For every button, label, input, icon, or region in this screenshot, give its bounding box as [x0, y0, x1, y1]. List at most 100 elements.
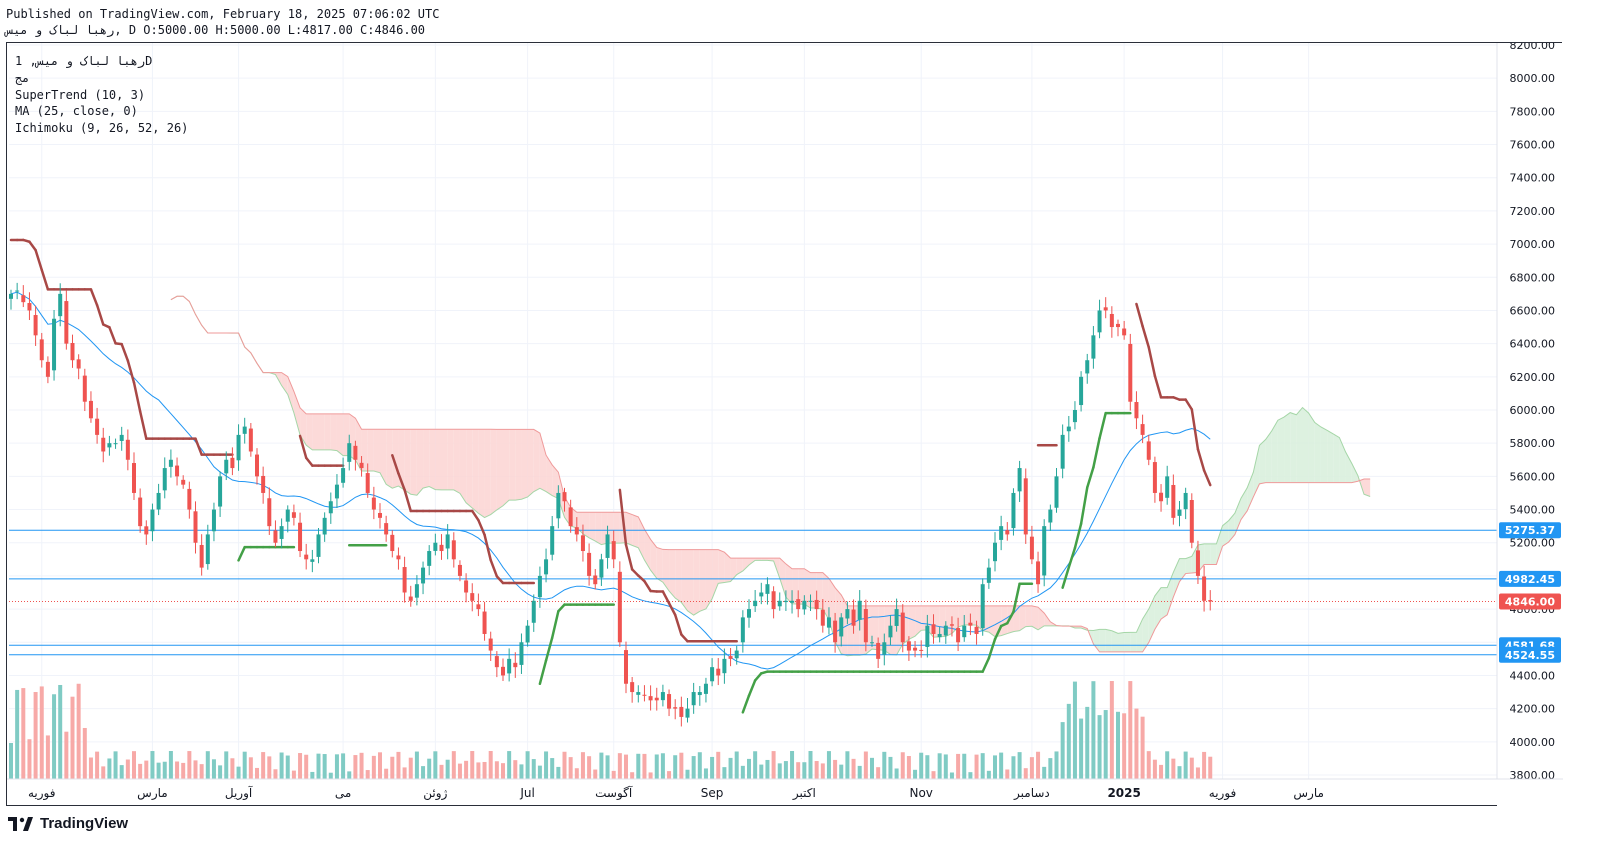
candle-body[interactable]: [224, 459, 229, 474]
candle-body[interactable]: [759, 592, 764, 597]
candle-body[interactable]: [501, 666, 505, 676]
candle-body[interactable]: [888, 625, 893, 638]
candle-body[interactable]: [457, 564, 462, 576]
candle-body[interactable]: [427, 551, 432, 566]
chart-frame[interactable]: 3800.004000.004200.004400.004600.004800.…: [6, 42, 1563, 807]
candle-body[interactable]: [205, 534, 210, 565]
candle-body[interactable]: [9, 293, 13, 299]
candle-body[interactable]: [470, 593, 475, 601]
candle-body[interactable]: [642, 694, 647, 696]
candle-body[interactable]: [316, 534, 321, 557]
candle-body[interactable]: [384, 523, 389, 535]
candle-body[interactable]: [396, 555, 401, 560]
candle-body[interactable]: [1202, 576, 1207, 601]
candle-body[interactable]: [900, 612, 905, 643]
candle-body[interactable]: [993, 542, 997, 562]
candle-body[interactable]: [156, 492, 161, 510]
candle-body[interactable]: [1183, 492, 1188, 510]
candle-body[interactable]: [728, 656, 733, 659]
candle-body[interactable]: [181, 479, 186, 485]
candle-body[interactable]: [175, 465, 180, 477]
candle-body[interactable]: [1128, 343, 1133, 402]
candle-body[interactable]: [550, 526, 555, 555]
candle-body[interactable]: [507, 658, 512, 674]
candle-body[interactable]: [710, 667, 715, 682]
candle-body[interactable]: [1079, 376, 1084, 406]
candle-body[interactable]: [1165, 476, 1170, 498]
candle-body[interactable]: [378, 512, 382, 518]
candle-body[interactable]: [70, 342, 75, 361]
candle-body[interactable]: [531, 600, 536, 623]
price-chart[interactable]: 3800.004000.004200.004400.004600.004800.…: [7, 43, 1563, 807]
candle-body[interactable]: [599, 559, 604, 578]
tradingview-logo[interactable]: TradingView: [8, 815, 128, 832]
candle-body[interactable]: [162, 468, 167, 491]
candle-body[interactable]: [1023, 478, 1028, 535]
candle-body[interactable]: [347, 443, 352, 462]
candle-body[interactable]: [753, 600, 758, 607]
candle-body[interactable]: [882, 642, 887, 655]
candle-body[interactable]: [574, 527, 579, 535]
candle-body[interactable]: [587, 552, 592, 576]
candle-body[interactable]: [814, 599, 819, 610]
candle-body[interactable]: [88, 400, 93, 419]
candle-body[interactable]: [113, 443, 118, 445]
candle-body[interactable]: [1017, 468, 1022, 492]
candle-body[interactable]: [273, 530, 278, 543]
candle-body[interactable]: [660, 692, 665, 701]
candle-body[interactable]: [1122, 328, 1127, 336]
candle-body[interactable]: [790, 600, 795, 603]
candle-body[interactable]: [667, 694, 672, 709]
candle-body[interactable]: [279, 526, 284, 539]
candle-body[interactable]: [464, 580, 469, 593]
candle-body[interactable]: [33, 315, 38, 336]
candle-body[interactable]: [45, 361, 50, 377]
candle-body[interactable]: [255, 454, 259, 477]
candle-body[interactable]: [796, 599, 801, 610]
candle-body[interactable]: [765, 584, 770, 594]
candle-body[interactable]: [334, 484, 339, 499]
candle-body[interactable]: [211, 509, 216, 532]
candle-body[interactable]: [919, 649, 924, 651]
candle-body[interactable]: [611, 541, 616, 560]
candle-body[interactable]: [1134, 402, 1139, 419]
candle-body[interactable]: [1140, 424, 1145, 435]
candle-body[interactable]: [943, 625, 948, 636]
candle-body[interactable]: [691, 692, 696, 706]
candle-body[interactable]: [962, 625, 967, 638]
candle-body[interactable]: [76, 359, 81, 369]
candle-body[interactable]: [980, 584, 985, 629]
candle-body[interactable]: [783, 600, 788, 603]
candle-body[interactable]: [1195, 550, 1200, 576]
candle-body[interactable]: [1036, 561, 1041, 585]
candle-body[interactable]: [648, 696, 653, 701]
candle-body[interactable]: [525, 625, 530, 643]
candle-body[interactable]: [476, 604, 481, 610]
candle-body[interactable]: [132, 463, 136, 493]
candle-body[interactable]: [1208, 600, 1213, 602]
candle-body[interactable]: [322, 517, 327, 535]
candle-body[interactable]: [925, 625, 930, 647]
candle-body[interactable]: [1103, 307, 1108, 311]
candle-body[interactable]: [150, 509, 155, 532]
candle-body[interactable]: [1097, 310, 1102, 333]
candle-body[interactable]: [1072, 410, 1077, 423]
legend-supertrend[interactable]: SuperTrend (10, 3): [15, 87, 146, 102]
candle-body[interactable]: [58, 293, 63, 317]
candle-body[interactable]: [494, 656, 499, 668]
candle-body[interactable]: [734, 650, 739, 659]
candle-body[interactable]: [617, 571, 622, 643]
candle-body[interactable]: [747, 609, 751, 618]
candle-body[interactable]: [371, 497, 376, 510]
candle-body[interactable]: [101, 437, 106, 452]
candle-body[interactable]: [513, 662, 518, 668]
candle-body[interactable]: [304, 554, 309, 560]
candle-body[interactable]: [956, 628, 961, 643]
candle-body[interactable]: [482, 611, 487, 634]
candle-body[interactable]: [414, 584, 419, 598]
candle-body[interactable]: [261, 475, 266, 493]
candle-body[interactable]: [802, 600, 807, 610]
candle-body[interactable]: [64, 301, 69, 344]
candle-body[interactable]: [242, 426, 247, 434]
candle-body[interactable]: [863, 609, 868, 643]
